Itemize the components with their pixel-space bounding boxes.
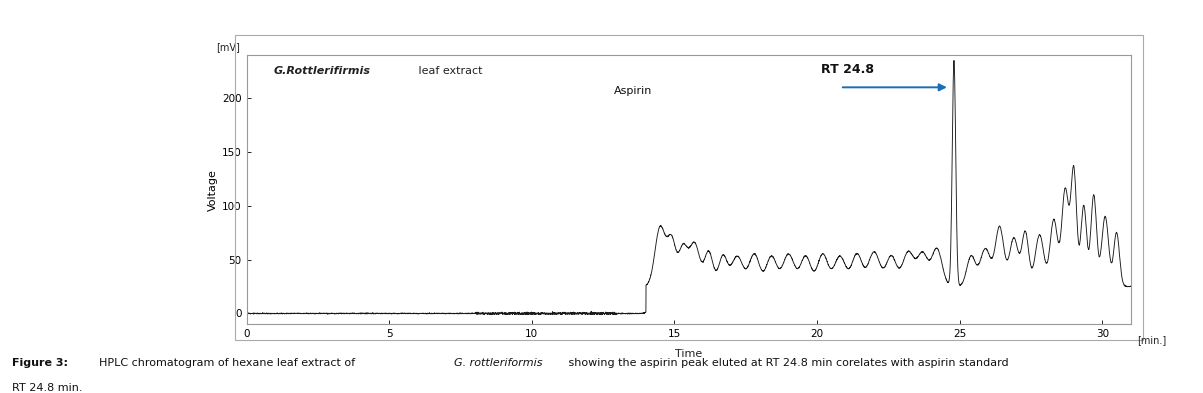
Text: HPLC chromatogram of hexane leaf extract of: HPLC chromatogram of hexane leaf extract… xyxy=(99,358,358,367)
Text: G. rottleriformis: G. rottleriformis xyxy=(454,358,543,367)
Text: RT 24.8: RT 24.8 xyxy=(822,63,875,76)
Y-axis label: Voltage: Voltage xyxy=(208,169,218,211)
Text: Aspirin: Aspirin xyxy=(614,86,652,96)
Text: leaf extract: leaf extract xyxy=(415,66,482,76)
Text: G.Rottlerifirmis: G.Rottlerifirmis xyxy=(273,66,371,76)
Text: [mV]: [mV] xyxy=(215,42,239,52)
Text: [min.]: [min.] xyxy=(1137,335,1166,345)
Text: Figure 3:: Figure 3: xyxy=(12,358,69,367)
Text: RT 24.8 min.: RT 24.8 min. xyxy=(12,383,83,393)
Text: Time: Time xyxy=(675,349,703,359)
Text: showing the aspirin peak eluted at RT 24.8 min corelates with aspirin standard: showing the aspirin peak eluted at RT 24… xyxy=(565,358,1009,367)
